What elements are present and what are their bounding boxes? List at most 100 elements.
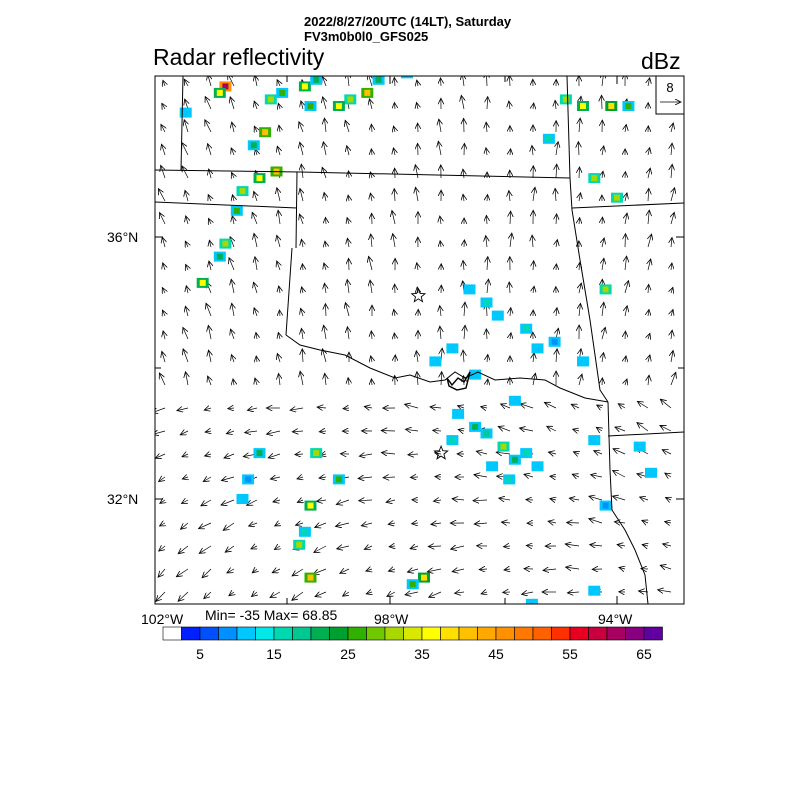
wind-vector [324, 193, 326, 202]
wind-vector [322, 77, 326, 87]
wind-vector [296, 523, 304, 525]
wind-vector [229, 258, 235, 271]
wind-vector [163, 310, 166, 316]
wind-vector [579, 303, 581, 317]
wind-vector [666, 498, 672, 501]
wind-vector [405, 404, 419, 408]
wind-vector [183, 349, 189, 363]
radar-cell-core [602, 286, 609, 293]
colorbar-swatch [384, 626, 404, 641]
wind-vector [324, 283, 326, 294]
wind-vector [567, 523, 580, 524]
radar-cell-core [409, 581, 416, 588]
wind-vector [543, 569, 557, 570]
wind-vector [597, 405, 602, 408]
wind-vector [474, 475, 488, 477]
wind-vector [640, 497, 649, 500]
wind-vector [671, 212, 674, 225]
wind-vector [486, 76, 487, 87]
wind-vector [579, 374, 582, 386]
wind-vector [520, 428, 534, 431]
wind-vector [337, 546, 350, 549]
wind-vector [522, 592, 534, 594]
colorbar-swatch [569, 626, 589, 641]
wind-vector [430, 407, 442, 408]
wind-vector [394, 189, 395, 202]
wind-vector [160, 500, 165, 503]
colorbar-swatches [162, 626, 663, 641]
wind-vector [625, 331, 626, 340]
wind-vector [405, 592, 419, 595]
wind-vector [185, 241, 188, 247]
radar-cell-core [523, 325, 530, 332]
wind-vector [602, 95, 603, 110]
wind-vector [548, 452, 557, 454]
radar-cell-core [636, 443, 643, 450]
wind-vector [324, 118, 326, 133]
wind-vector [665, 473, 671, 477]
wind-vector [336, 523, 350, 526]
wind-vector [569, 498, 580, 500]
wind-vector [297, 477, 303, 479]
wind-vector [364, 546, 373, 549]
oklahoma-panhandle-border [155, 201, 298, 209]
wind-vector [524, 474, 534, 477]
wind-vector [532, 235, 533, 248]
colorbar-swatch [495, 626, 515, 641]
wind-vector [231, 148, 234, 156]
radar-cell-core [523, 450, 530, 457]
wind-vector [209, 219, 212, 225]
wind-vector [359, 454, 373, 456]
wind-vector [648, 375, 649, 386]
lon-label-94w: 94°W [598, 611, 633, 627]
radar-cell-core [648, 469, 654, 476]
wind-vector [501, 404, 511, 408]
wind-vector [292, 591, 304, 600]
wind-vector [186, 216, 188, 225]
header-datetime: 2022/8/27/20UTC (14LT), Saturday [304, 14, 512, 29]
radar-cell-core [222, 83, 229, 90]
radar-cell-core [296, 541, 303, 548]
radar-cell-core [483, 430, 490, 437]
wind-vector [637, 401, 649, 409]
wind-vector [361, 523, 373, 526]
wind-vector [555, 188, 556, 202]
radar-cell-core [307, 103, 314, 109]
wind-vector [163, 331, 165, 340]
wind-vector [254, 308, 257, 317]
wind-vector [358, 477, 373, 479]
wind-vector [204, 591, 212, 599]
wind-vector [648, 210, 649, 225]
wind-vector [510, 149, 511, 155]
wind-vector [155, 454, 166, 458]
wind-vector [159, 373, 166, 386]
wind-vector [230, 97, 234, 110]
wind-vector [504, 546, 511, 547]
wind-vector [319, 431, 327, 432]
radar-cell-core [494, 312, 501, 319]
wind-vector [300, 142, 303, 156]
wind-vector [556, 164, 557, 179]
wind-vector [323, 97, 326, 110]
wind-vector [461, 95, 464, 110]
radar-cell-core [239, 496, 246, 502]
wind-vector [615, 427, 626, 431]
colorbar-tick-label: 55 [562, 646, 578, 662]
wind-vector [440, 306, 441, 317]
radar-cell-core [222, 240, 229, 247]
wind-vector [161, 165, 165, 179]
wind-vector [479, 569, 488, 570]
radar-cell-core [182, 109, 189, 116]
colorbar: 5 15 25 35 45 55 65 [162, 626, 663, 662]
wind-vector [433, 430, 442, 431]
wind-vector [452, 499, 465, 500]
wind-vector [345, 303, 349, 317]
wind-vector [228, 76, 235, 87]
radar-cell-core [472, 371, 479, 378]
wind-vector [452, 569, 465, 572]
colorbar-swatch [236, 626, 256, 641]
wind-vector [486, 236, 487, 248]
wind-vector [434, 500, 442, 501]
texas-panhandle-east-border [295, 171, 298, 249]
wind-vector [232, 122, 234, 133]
